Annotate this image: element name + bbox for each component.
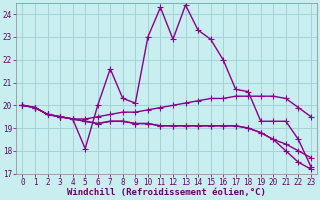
X-axis label: Windchill (Refroidissement éolien,°C): Windchill (Refroidissement éolien,°C) bbox=[67, 188, 266, 197]
